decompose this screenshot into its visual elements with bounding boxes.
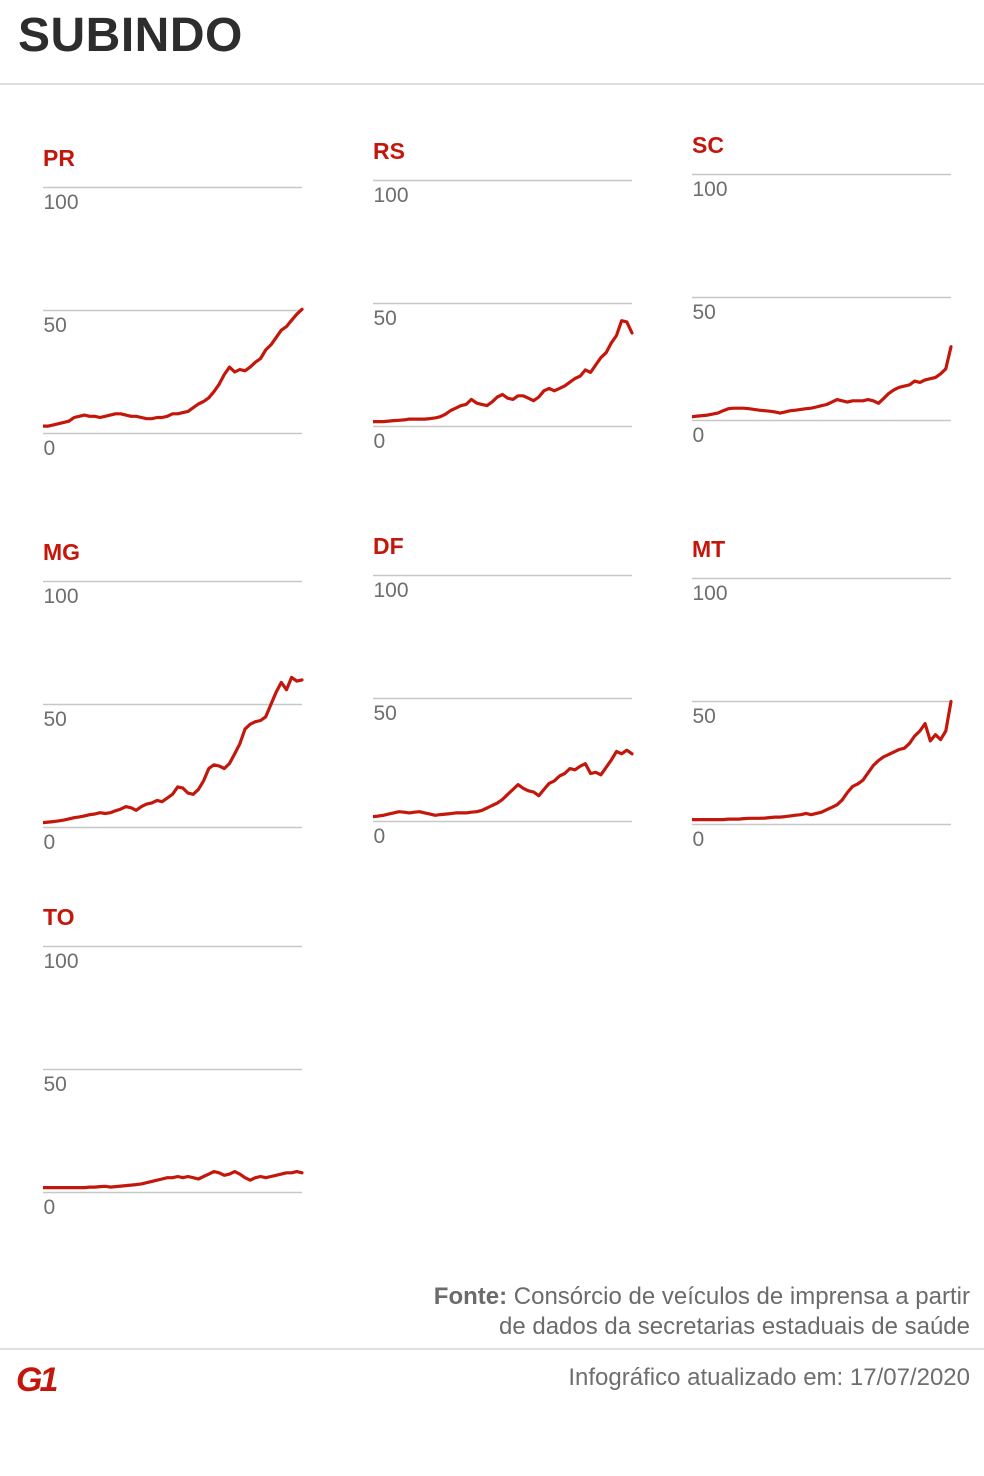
chart-sc: SC 0 50 100: [692, 131, 954, 457]
chart-title-df: DF: [373, 533, 404, 559]
tick-label-0-to: 0: [44, 1196, 56, 1219]
tick-label-100-to: 100: [44, 950, 79, 973]
footer-divider: [0, 1348, 984, 1350]
page-title: SUBINDO: [18, 9, 243, 62]
tick-label-50-mt: 50: [693, 705, 716, 728]
title-divider: [0, 83, 984, 85]
tick-label-0-mg: 0: [44, 831, 56, 854]
chart-plot-df: 0 50 100: [373, 574, 634, 848]
tick-label-100-mg: 100: [44, 585, 79, 608]
tick-label-50-to: 50: [44, 1073, 67, 1096]
tick-label-50-df: 50: [374, 702, 397, 725]
tick-label-50-mg: 50: [44, 708, 67, 731]
chart-title-to: TO: [43, 904, 75, 930]
source-label: Fonte:: [433, 1283, 508, 1310]
chart-title-mg: MG: [43, 539, 81, 565]
chart-plot-sc: 0 50 100: [692, 173, 953, 447]
chart-plot-mt: 0 50 100: [692, 577, 953, 851]
tick-label-100-sc: 100: [693, 178, 728, 201]
source-text: Fonte: Consórcio de veículos de imprensa…: [434, 1282, 970, 1342]
data-line-to: [43, 1170, 304, 1190]
data-line-df: [373, 748, 634, 819]
chart-rs: RS 0 50 100: [373, 137, 635, 463]
tick-label-100-rs: 100: [374, 184, 409, 207]
data-line-rs: [373, 319, 634, 424]
chart-mg: MG 0 50 100: [43, 538, 305, 864]
tick-label-100-df: 100: [374, 579, 409, 602]
data-line-mt: [692, 699, 953, 822]
tick-label-0-sc: 0: [693, 424, 705, 447]
data-line-sc: [692, 345, 953, 419]
tick-label-0-df: 0: [374, 825, 386, 848]
data-line-pr: [43, 307, 304, 428]
chart-df: DF 0 50 100: [373, 532, 635, 858]
chart-plot-mg: 0 50 100: [43, 580, 304, 854]
chart-plot-pr: 0 50 100: [43, 186, 304, 460]
chart-to: TO 0 50 100: [43, 903, 305, 1229]
tick-label-50-sc: 50: [693, 301, 716, 324]
updated-date-text: Infográfico atualizado em: 17/07/2020: [568, 1364, 970, 1391]
chart-title-sc: SC: [692, 132, 724, 158]
chart-pr: PR 0 50 100: [43, 144, 305, 470]
chart-title-rs: RS: [373, 138, 405, 164]
data-line-mg: [43, 675, 304, 825]
tick-label-100-mt: 100: [693, 582, 728, 605]
tick-label-50-pr: 50: [44, 314, 67, 337]
chart-plot-to: 0 50 100: [43, 945, 304, 1219]
source-line-2: de dados da secretarias estaduais de saú…: [499, 1313, 970, 1340]
tick-label-0-mt: 0: [693, 828, 705, 851]
g1-logo-text: G1: [16, 1362, 57, 1399]
chart-plot-rs: 0 50 100: [373, 179, 634, 453]
tick-label-50-rs: 50: [374, 307, 397, 330]
tick-label-0-rs: 0: [374, 430, 386, 453]
tick-label-100-pr: 100: [44, 191, 79, 214]
tick-label-0-pr: 0: [44, 437, 56, 460]
source-line-1: Consórcio de veículos de imprensa a part…: [513, 1283, 970, 1310]
chart-title-mt: MT: [692, 536, 726, 562]
chart-mt: MT 0 50 100: [692, 535, 954, 861]
chart-title-pr: PR: [43, 145, 75, 171]
g1-logo: G1: [16, 1362, 60, 1399]
